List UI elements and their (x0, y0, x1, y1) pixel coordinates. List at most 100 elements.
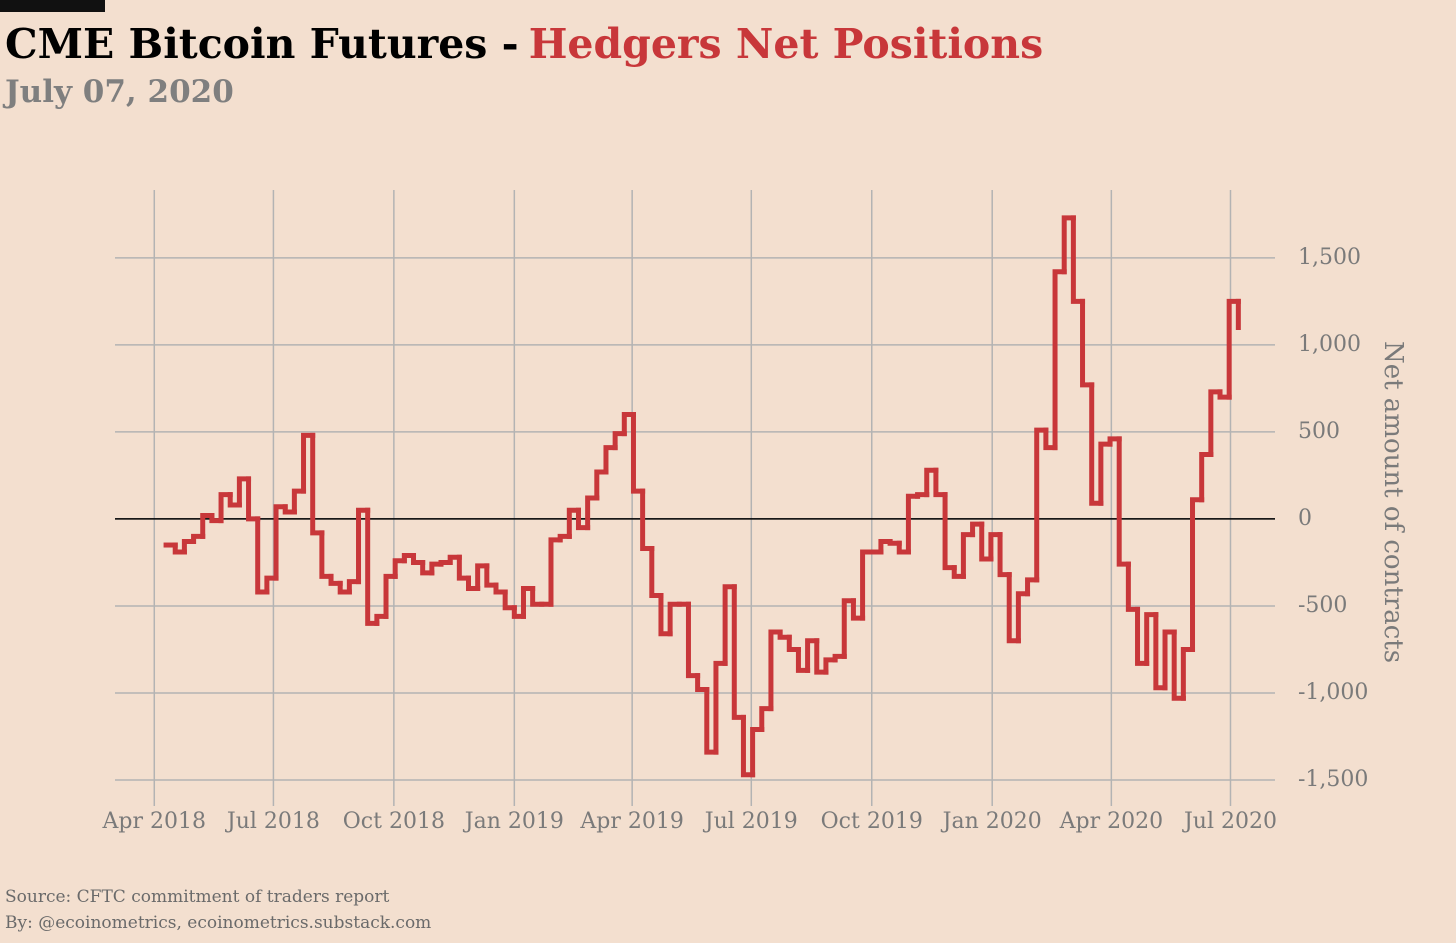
title-highlight: Hedgers Net Positions (529, 20, 1043, 68)
step-segment (337, 580, 352, 595)
step-segment (493, 582, 508, 595)
step-segment (814, 638, 829, 675)
step-segment (685, 601, 701, 679)
step-segment (1025, 577, 1040, 597)
step-segment (356, 507, 371, 585)
step-segment (603, 445, 618, 475)
step-segment (511, 605, 526, 619)
step-segment (1208, 389, 1223, 458)
step-segment (594, 469, 609, 501)
x-tick-label: Apr 2018 (102, 809, 206, 834)
y-axis-label: Net amount of contracts (1378, 341, 1408, 663)
step-segment (768, 629, 783, 712)
y-tick-label: -1,500 (1298, 767, 1368, 792)
step-segment (823, 657, 838, 675)
subtitle: July 07, 2020 (2, 74, 234, 110)
step-segment (1098, 441, 1113, 506)
step-segment (319, 530, 334, 579)
step-segment (575, 507, 591, 531)
step-segment (1006, 572, 1021, 644)
step-segment (860, 549, 875, 621)
step-segment (795, 646, 811, 673)
step-segment (520, 586, 536, 619)
step-segment (255, 516, 270, 595)
y-tick-label: -1,000 (1298, 680, 1368, 705)
step-segment (557, 533, 572, 543)
step-segment (429, 561, 444, 576)
grid: Apr 2018 Jul 2018 Oct 2018 Jan 2019 Apr 2019… (102, 190, 1368, 834)
step-segment (1080, 298, 1095, 388)
step-segment (1015, 591, 1031, 644)
step-segment (1190, 497, 1205, 652)
step-segment (374, 613, 389, 626)
step-segment (456, 554, 471, 581)
step-segment (420, 559, 435, 576)
step-segment (630, 412, 646, 494)
x-tick-label: Apr 2019 (579, 809, 683, 834)
step-segment (301, 432, 316, 494)
x-tick-label: Jan 2020 (941, 809, 1042, 834)
step-segment (209, 512, 224, 524)
step-segment (1061, 215, 1076, 275)
step-segment (585, 495, 600, 531)
step-segment (740, 714, 756, 778)
step-segment (401, 552, 417, 564)
title-main: CME Bitcoin Futures - (5, 20, 519, 68)
step-segment (979, 521, 994, 562)
x-tick-label: Jul 2020 (1182, 809, 1277, 834)
step-segment (1180, 646, 1196, 701)
y-tick-label: -500 (1298, 593, 1347, 618)
step-segment (759, 706, 774, 733)
step-segment (1116, 436, 1131, 567)
chart-title: CME Bitcoin Futures - Hedgers Net Positio… (5, 20, 1043, 68)
step-segment (264, 575, 279, 595)
step-segment (695, 673, 710, 692)
step-segment (282, 504, 297, 515)
step-segment (1125, 561, 1141, 612)
step-segment (1226, 298, 1241, 400)
step-segment (447, 554, 462, 565)
step-segment (960, 532, 976, 579)
y-tick-label: 1,500 (1298, 245, 1361, 270)
step-segment (832, 653, 847, 663)
y-tick-label: 1,000 (1298, 332, 1361, 357)
step-segment (236, 476, 252, 508)
x-tick-label: Oct 2019 (821, 809, 923, 834)
step-segment (346, 579, 362, 595)
step-segment (246, 476, 261, 522)
x-tick-label: Jul 2019 (703, 809, 798, 834)
step-segment (484, 563, 499, 588)
step-segment (383, 573, 398, 619)
step-segment (1043, 427, 1058, 451)
step-segment (887, 539, 902, 546)
step-segment (1034, 427, 1049, 583)
step-segment (905, 493, 921, 555)
step-segment (530, 586, 545, 607)
step-segment (667, 601, 682, 637)
plot (163, 215, 1241, 778)
step-segment (310, 432, 325, 536)
step-segment (621, 412, 636, 437)
step-segment (191, 533, 206, 545)
step-segment (841, 598, 856, 659)
step-segment (181, 539, 197, 555)
step-segment (365, 507, 380, 626)
step-segment (640, 488, 655, 552)
step-segment (1217, 389, 1232, 400)
step-segment (1135, 606, 1150, 666)
step-segment (411, 552, 426, 565)
step-segment (218, 492, 233, 524)
step-segment (475, 563, 490, 592)
step-segment (291, 488, 307, 515)
step-segment (1052, 269, 1067, 451)
step-segment (997, 532, 1012, 578)
step-segment (658, 593, 673, 637)
x-tick-label: Jul 2018 (225, 809, 320, 834)
step-segment (1070, 215, 1086, 304)
step-segment (896, 540, 911, 555)
y-tick-label: 500 (1298, 419, 1340, 444)
step-segment (273, 504, 288, 581)
step-segment (649, 546, 664, 599)
